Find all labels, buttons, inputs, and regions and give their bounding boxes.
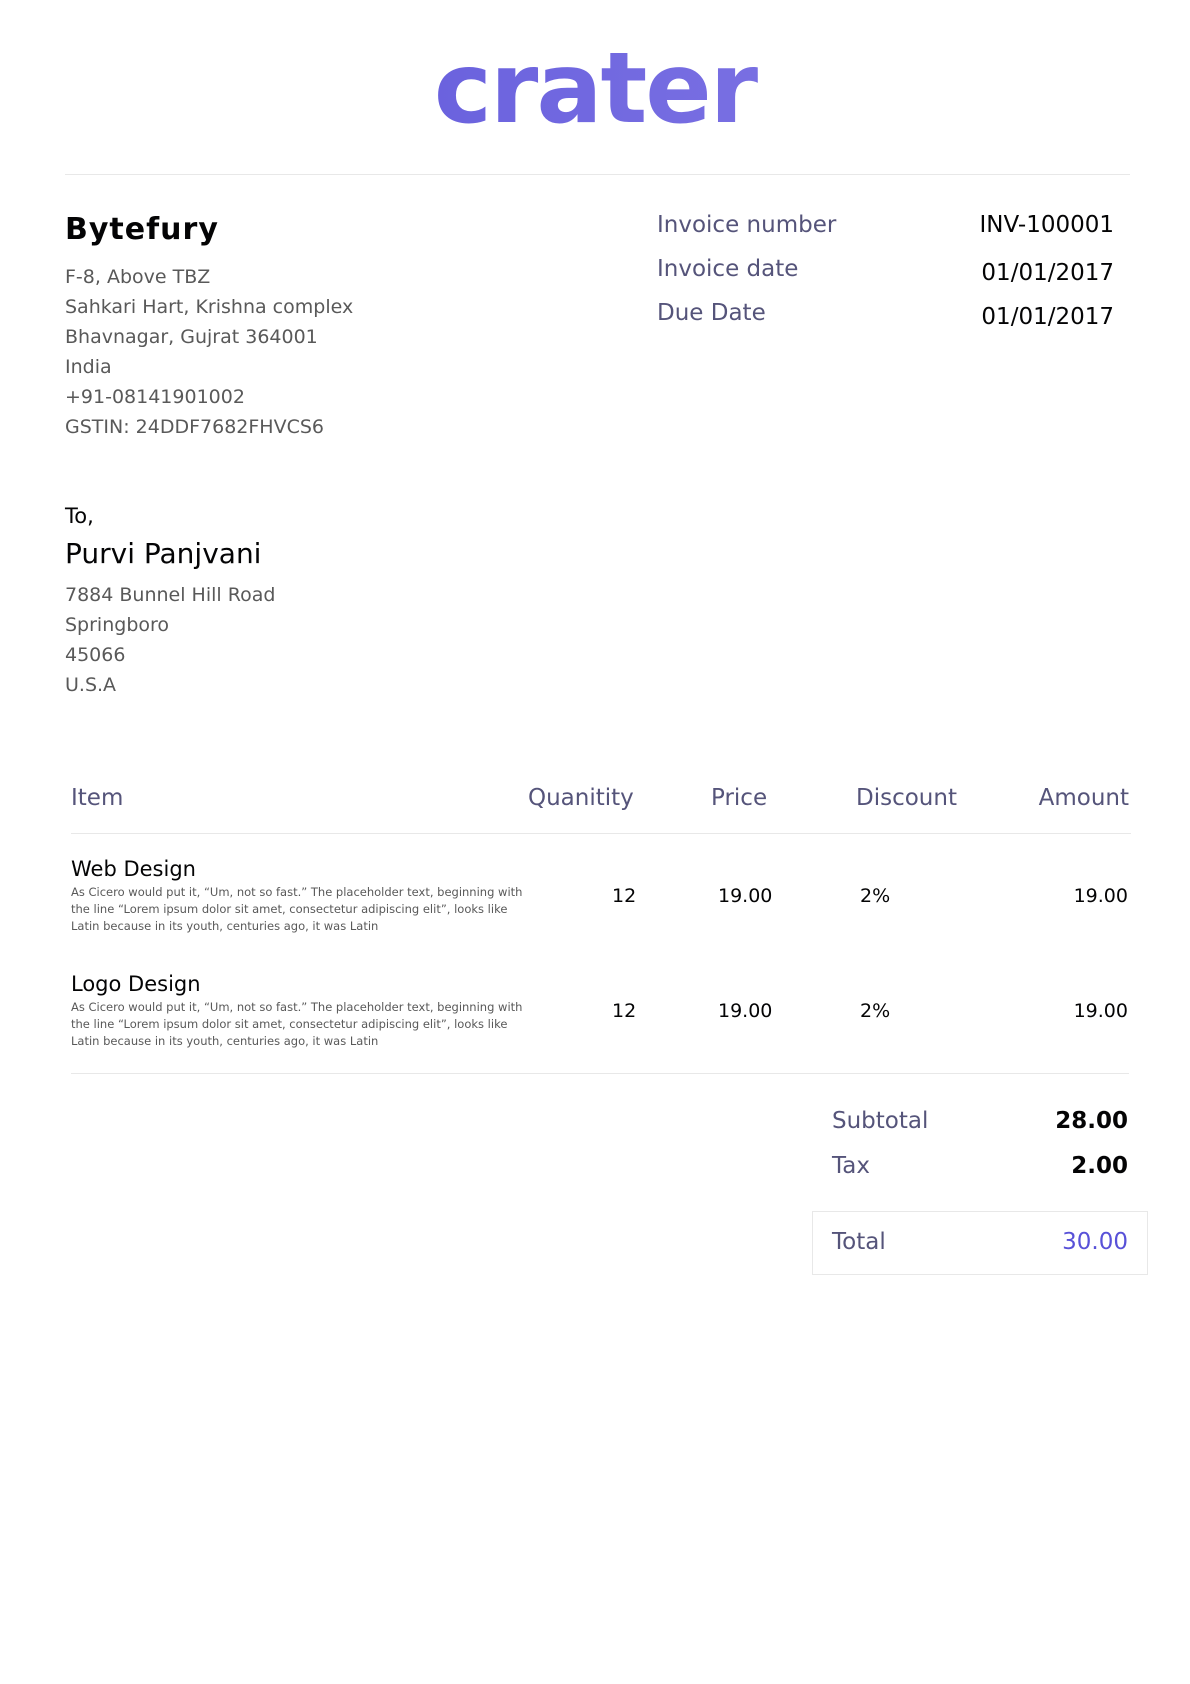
total-label: Total xyxy=(832,1229,886,1255)
tax-value: 2.00 xyxy=(1071,1153,1128,1179)
address-line: U.S.A xyxy=(65,674,117,696)
tax-label: Tax xyxy=(832,1153,870,1179)
invoice-number-label: Invoice number xyxy=(657,212,837,238)
item-discount: 2% xyxy=(860,885,891,907)
due-date-label: Due Date xyxy=(657,300,766,326)
header-divider xyxy=(65,174,1130,175)
gstin: GSTIN: 24DDF7682FHVCS6 xyxy=(65,416,324,438)
item-quantity: 12 xyxy=(612,1000,637,1022)
address-line: F-8, Above TBZ xyxy=(65,266,211,288)
address-line: India xyxy=(65,356,112,378)
col-discount: Discount xyxy=(856,785,957,811)
item-amount: 19.00 xyxy=(1073,885,1128,907)
table-footer-divider xyxy=(71,1073,1129,1074)
customer-address: 7884 Bunnel Hill Road Springboro 45066 U… xyxy=(65,580,275,700)
address-line: 45066 xyxy=(65,644,126,666)
item-discount: 2% xyxy=(860,1000,891,1022)
col-amount: Amount xyxy=(1038,785,1129,811)
invoice-date-value: 01/01/2017 xyxy=(981,260,1114,286)
crater-logo: crater xyxy=(0,40,1190,138)
company-address: F-8, Above TBZ Sahkari Hart, Krishna com… xyxy=(65,262,353,442)
total-value: 30.00 xyxy=(1062,1229,1128,1255)
customer-name: Purvi Panjvani xyxy=(65,537,262,570)
item-price: 19.00 xyxy=(718,1000,773,1022)
item-amount: 19.00 xyxy=(1073,1000,1128,1022)
address-line: Bhavnagar, Gujrat 364001 xyxy=(65,326,318,348)
col-price: Price xyxy=(711,785,768,811)
item-quantity: 12 xyxy=(612,885,637,907)
phone: +91-08141901002 xyxy=(65,386,245,408)
due-date-value: 01/01/2017 xyxy=(981,304,1114,330)
item-name: Web Design xyxy=(71,857,196,881)
company-name: Bytefury xyxy=(65,212,219,247)
address-line: 7884 Bunnel Hill Road xyxy=(65,584,276,606)
item-name: Logo Design xyxy=(71,972,201,996)
invoice-date-label: Invoice date xyxy=(657,256,799,282)
col-item: Item xyxy=(71,785,124,811)
subtotal-label: Subtotal xyxy=(832,1108,929,1134)
item-description: As Cicero would put it, “Um, not so fast… xyxy=(71,1000,523,1048)
billing-to-label: To, xyxy=(65,504,94,528)
item-description: As Cicero would put it, “Um, not so fast… xyxy=(71,885,523,933)
address-line: Springboro xyxy=(65,614,170,636)
invoice-number-value: INV-100001 xyxy=(979,212,1114,238)
col-quantity: Quanitity xyxy=(528,785,634,811)
subtotal-value: 28.00 xyxy=(1055,1108,1128,1134)
total-box: Total 30.00 xyxy=(812,1211,1148,1275)
address-line: Sahkari Hart, Krishna complex xyxy=(65,296,354,318)
item-price: 19.00 xyxy=(718,885,773,907)
table-header-divider xyxy=(71,833,1131,834)
